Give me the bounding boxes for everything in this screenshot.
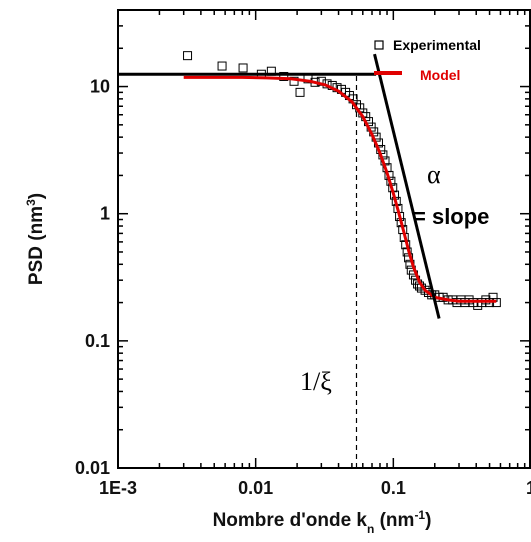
- y-tick-labels: 0.01 0.1 1 10: [75, 77, 110, 478]
- annotations: [118, 72, 377, 468]
- x-axis-title: Nombre d'onde kn (nm-1): [213, 508, 432, 536]
- legend-marker-experimental: [374, 40, 384, 50]
- legend-label-model: Model: [420, 67, 460, 83]
- y-tick-label: 0.1: [85, 331, 110, 351]
- data-point: [183, 51, 193, 61]
- data-point: [217, 61, 227, 71]
- experimental-series: [183, 51, 501, 310]
- model-curve: [183, 75, 497, 303]
- axis-ticks: [117, 9, 531, 469]
- x-tick-labels: 1E-3 0.01 0.1 1: [99, 478, 531, 498]
- y-tick-label: 10: [90, 77, 110, 97]
- data-point: [279, 71, 289, 81]
- xi-label: 1/ξ: [300, 367, 332, 396]
- data-point: [266, 66, 276, 76]
- data-point: [289, 76, 299, 86]
- x-tick-label: 1: [526, 478, 531, 498]
- data-point: [303, 74, 313, 84]
- slope-line: [373, 53, 441, 319]
- slope-label: = slope: [413, 204, 489, 229]
- y-axis-title: PSD (nm3): [24, 193, 47, 285]
- y-tick-label: 0.01: [75, 458, 110, 478]
- legend: Experimental Model: [374, 37, 481, 83]
- x-tick-label: 1E-3: [99, 478, 137, 498]
- data-point: [295, 87, 305, 97]
- x-tick-label: 0.01: [238, 478, 273, 498]
- legend-label-experimental: Experimental: [393, 37, 481, 53]
- data-point: [420, 285, 430, 295]
- data-point: [238, 63, 248, 73]
- plot-frame: [117, 9, 531, 469]
- x-tick-label: 0.1: [381, 478, 406, 498]
- y-tick-label: 1: [100, 204, 110, 224]
- alpha-label: α: [427, 160, 441, 189]
